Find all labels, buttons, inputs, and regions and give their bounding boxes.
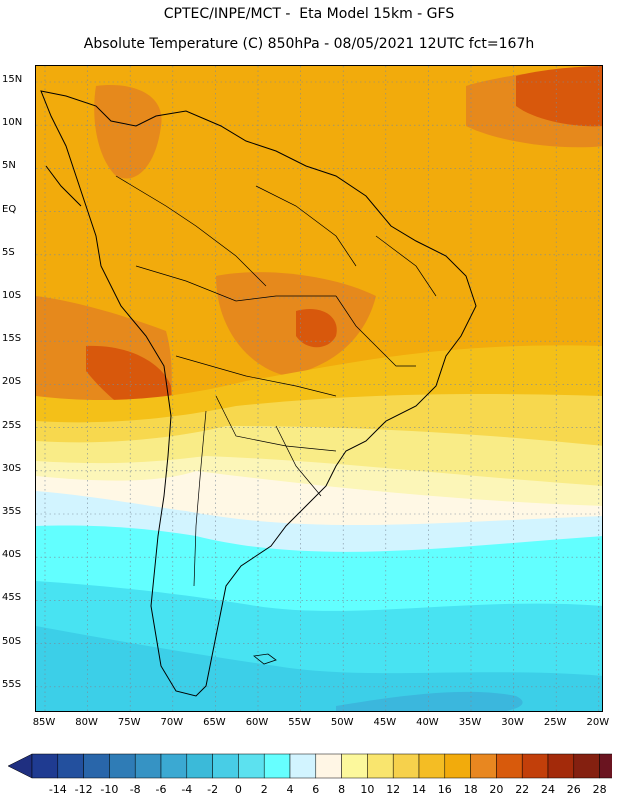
colorbar-label: 22: [515, 783, 530, 796]
colorbar-label: -10: [100, 783, 119, 796]
title-line-1: CPTEC/INPE/MCT - Eta Model 15km - GFS: [163, 6, 455, 22]
colorbar-segment: [160, 753, 188, 779]
lon-label: 55W: [288, 717, 311, 728]
colorbar-label: 4: [286, 783, 294, 796]
colorbar-label: 8: [338, 783, 346, 796]
lat-label: EQ: [2, 203, 17, 215]
colorbar-segment: [392, 753, 420, 779]
lat-label: 40S: [2, 549, 22, 561]
lat-label: 55S: [2, 678, 22, 690]
colorbar-segment: [470, 753, 497, 779]
colorbar-segment: [573, 753, 600, 779]
colorbar-segment: [83, 753, 110, 779]
lat-label: 35S: [2, 506, 22, 517]
region-22-24-brazil: [296, 308, 337, 348]
colorbar-segment: [496, 753, 523, 779]
lon-label: 70W: [160, 717, 184, 728]
band-minus2-0: [36, 626, 602, 711]
colorbar-segment: [521, 753, 549, 779]
lat-label: 15N: [2, 74, 23, 85]
colorbar-segment: [57, 753, 84, 779]
colorbar-label: 0: [234, 783, 242, 796]
lat-label: 5S: [2, 246, 15, 258]
colorbar-label: -6: [155, 783, 167, 796]
colorbar-segment: [315, 753, 342, 779]
colorbar-label: 10: [360, 783, 375, 796]
country-borders: [115, 175, 437, 587]
lon-label: 40W: [416, 717, 439, 728]
colorbar-segment: [418, 753, 446, 779]
colorbar-label: 26: [566, 783, 581, 796]
colorbar-segment: [341, 753, 368, 779]
colorbar-segment: [599, 753, 612, 779]
map-canvas: [36, 66, 602, 711]
colorbar-label: -2: [207, 783, 219, 796]
colorbar-label: -4: [181, 783, 193, 796]
lat-label: 15S: [2, 333, 22, 345]
colorbar-left-arrow: [8, 753, 33, 779]
colorbar-label: 20: [489, 783, 504, 796]
region-22-24-atlantic: [516, 66, 602, 127]
lon-label: 80W: [75, 717, 98, 728]
colorbar-segment: [109, 753, 136, 779]
color-scale-bar: [8, 753, 612, 779]
colorbar-segment: [238, 753, 265, 779]
colorbar-segment: [31, 753, 59, 779]
colorbar-segment: [263, 753, 291, 779]
colorbar-segment: [444, 753, 471, 779]
colorbar-segment: [212, 753, 239, 779]
title-line-2: Absolute Temperature (C) 850hPa - 08/05/…: [83, 36, 535, 52]
colorbar-segment: [367, 753, 394, 779]
colorbar-label: 2: [260, 783, 268, 796]
colorbar-segment: [289, 753, 317, 779]
lat-label: 10S: [2, 290, 22, 301]
colorbar-label: -8: [129, 783, 141, 796]
colorbar-segment: [547, 753, 575, 779]
lon-label: 65W: [203, 717, 226, 728]
colorbar-label: 24: [541, 783, 555, 796]
region-20-22-north: [94, 85, 162, 179]
band-minus4-minus2: [336, 691, 523, 711]
lon-label: 60W: [245, 717, 269, 728]
lat-label: 45S: [2, 592, 22, 604]
colorbar-label: -12: [74, 783, 93, 796]
lon-label: 20W: [586, 717, 610, 728]
colorbar-label: 28: [592, 783, 607, 796]
colorbar-label: 14: [412, 783, 426, 796]
lat-label: 5N: [2, 160, 16, 172]
falkland-islands: [253, 653, 277, 665]
lat-label: 50S: [2, 635, 22, 647]
colorbar-label: 12: [386, 783, 401, 796]
colorbar-label: -14: [48, 783, 67, 796]
lon-label: 30W: [501, 717, 524, 728]
lon-label: 75W: [117, 717, 141, 728]
colorbar-segment: [134, 753, 162, 779]
coastline: [40, 90, 477, 697]
lat-label: 30S: [2, 462, 22, 474]
colorbar-label: 18: [463, 783, 478, 796]
lon-label: 35W: [458, 717, 482, 728]
lat-lon-grid: [36, 66, 602, 711]
colorbar-segment: [186, 753, 213, 779]
lat-label: 20S: [2, 376, 22, 388]
lon-label: 85W: [32, 717, 56, 728]
lon-label: 45W: [373, 717, 397, 728]
lon-label: 50W: [330, 717, 354, 728]
temperature-map: [35, 65, 603, 712]
lat-label: 25S: [2, 419, 22, 431]
lon-label: 25W: [543, 717, 567, 728]
lat-label: 10N: [2, 117, 23, 129]
colorbar-label: 16: [437, 783, 452, 796]
colorbar-label: 6: [312, 783, 320, 796]
